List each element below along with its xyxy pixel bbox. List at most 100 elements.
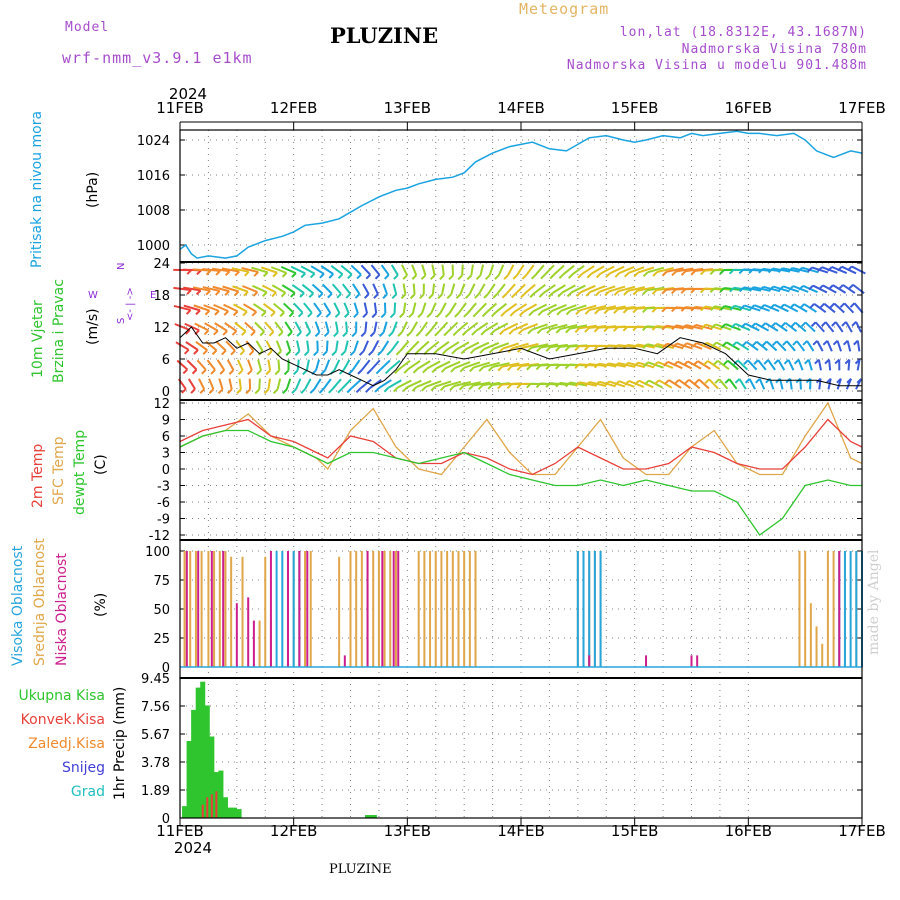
wind-barb [392,283,398,295]
wind-barb [477,283,486,295]
mid-cloud-bar [200,551,203,667]
wind-barb-head [357,369,363,375]
wind-barb-head [501,293,508,299]
wind-barb [561,284,576,294]
snow-legend: Snijeg [62,760,105,776]
wind-barb [488,264,495,276]
wind-barb-head [642,343,648,349]
wind-barb [222,285,239,293]
wind-barb [294,321,302,333]
wind-barb-head [691,324,697,330]
wind-barb [467,302,477,314]
wind-barb-head [548,292,554,298]
wind-barb-head [558,273,565,280]
wind-barb [285,378,292,390]
wind-barb [186,359,198,371]
wind-barb [532,303,548,313]
wind-barb [231,267,249,273]
wind-barb [325,340,329,352]
wind-barb-head [464,293,471,299]
meteogram-label: Meteogram [519,0,610,18]
wind-barb-head [510,292,517,299]
wind-barb [818,378,822,390]
low-cloud-ylabel: Niska Oblacnost [54,553,70,666]
low-cloud-bar [392,551,395,667]
wind-barb-head [790,321,797,328]
wind-barb [430,302,437,314]
wind-barb-head [402,386,408,393]
mid-cloud-bar [189,551,192,667]
wind-barb-head [378,331,385,338]
wind-barb-head [564,363,571,370]
wind-barb [757,359,767,371]
wind-barb [441,264,445,276]
wind-barb-head [690,270,696,276]
wind-barb [707,360,721,370]
wind-barb [503,322,519,332]
wind-barb [540,343,559,349]
wind-barb [272,302,285,314]
wind-barb [675,267,694,273]
wind-barb-head [709,269,716,276]
wind-barb [445,360,461,370]
wind-barb-head [603,326,609,333]
wind-barb-head [671,270,677,277]
footer-title: PLUZINE [329,862,392,877]
low-cloud-bar [366,551,369,667]
wind-barb [215,340,227,352]
wind-barb [402,302,407,314]
wind-barb [406,379,422,389]
wind-barb [419,321,429,333]
wind-barb-head [555,346,561,352]
wind-barb [425,380,442,388]
wind-barb-head [793,359,800,365]
wind-barb-head [516,383,522,389]
wind-barb-head [700,305,706,312]
wind-barb-head [821,321,827,327]
mid-cloud-bar [264,556,267,667]
wind-barbs [173,264,866,395]
wind-barb [816,340,824,352]
wind-barb [257,359,262,371]
wind-barb [352,283,361,295]
wind-barb [465,321,479,333]
wind-barb [212,267,230,273]
wind-barb [212,285,230,293]
wind-barb [399,340,410,352]
wind-barb-head [773,359,780,365]
wind-barb-head [272,271,278,278]
wind-barb-head [680,288,687,294]
wind-dir-arrows: <- | -> [125,287,136,321]
wind-barb [381,340,390,352]
low-cloud-bar [247,597,250,667]
wind-barb [416,380,432,388]
precip-total-bar [204,705,210,818]
wind-barb [277,359,281,371]
wind-barb [341,378,352,390]
wind-barb-head [305,331,311,337]
wind-barb [572,265,585,275]
wind-barb [221,267,240,273]
mid-cloud-bar [338,556,341,667]
wind-dir-e: E [150,290,156,301]
wind-barb-head [799,303,805,309]
wind-barb-head [375,368,382,375]
x-tick-label-top: 13FEB [384,99,431,117]
wind-barb-head [593,362,600,369]
wind-barb [187,378,196,390]
wind-barb-head [437,293,443,300]
wind-barb-head [769,303,775,310]
wind-barb-head [355,387,362,394]
wind-barb [727,359,739,371]
wind-barb-head [740,322,747,329]
wind-barb-head [605,272,611,279]
wind-barb [234,321,247,333]
wind-barb-head [536,346,542,353]
x-tick-label-top: 16FEB [725,99,772,117]
wind-barb-head [593,327,600,333]
y-tick-label: 1024 [137,134,170,149]
wind-barb [380,264,390,276]
wind-barb [560,324,578,330]
wind-barb [521,343,539,349]
wind-barb-head [419,293,425,300]
